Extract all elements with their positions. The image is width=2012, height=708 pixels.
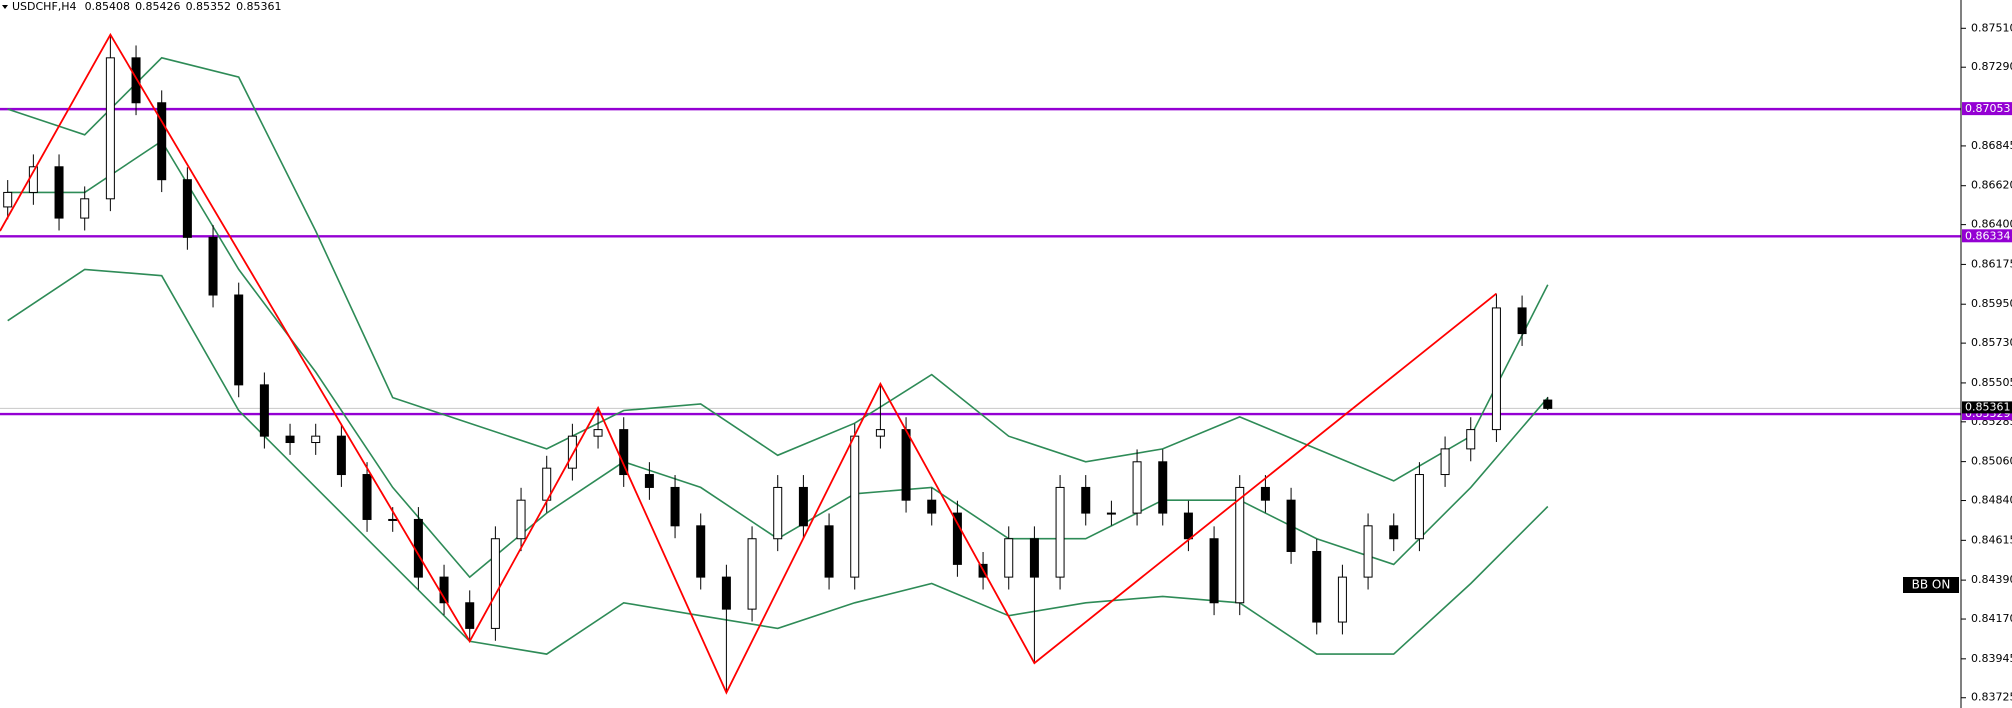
- y-tick-label: 0.87290: [1971, 60, 2012, 73]
- candle-body: [234, 294, 244, 386]
- candle-body: [80, 198, 90, 219]
- candle-body: [1132, 461, 1142, 514]
- y-tick-label: 0.85505: [1971, 376, 2012, 389]
- level-label: 0.86334: [1965, 229, 2011, 242]
- level-label: 0.87053: [1965, 102, 2011, 115]
- candle-body: [131, 57, 141, 104]
- y-tick-label: 0.86620: [1971, 179, 2012, 192]
- candle-body: [1055, 486, 1065, 578]
- header-low: 0.85352: [186, 0, 232, 13]
- level-label-bg: [1962, 229, 2012, 243]
- y-tick-label: 0.85060: [1971, 455, 2012, 468]
- candle-body: [1209, 538, 1219, 604]
- price-label-bg: [1962, 401, 2012, 414]
- y-tick-label: 0.85950: [1971, 297, 2012, 310]
- candle-body: [1158, 461, 1168, 514]
- y-tick-label: 0.83945: [1971, 652, 2012, 665]
- header-open: 0.85408: [85, 0, 131, 13]
- y-tick-label: 0.87510: [1971, 21, 2012, 34]
- candle-body: [1440, 448, 1450, 476]
- candle-body: [1337, 576, 1347, 623]
- y-tick-label: 0.86400: [1971, 218, 2012, 231]
- candle-body: [259, 384, 269, 437]
- candle-body: [182, 179, 192, 238]
- candle-body: [1312, 550, 1322, 623]
- y-tick-label: 0.84840: [1971, 494, 2012, 507]
- candle-body: [593, 429, 603, 437]
- candle-body: [644, 474, 654, 488]
- candle-body: [105, 57, 115, 200]
- candle-body: [798, 486, 808, 527]
- candle-body: [1491, 307, 1501, 431]
- y-tick-label: 0.83725: [1971, 691, 2012, 704]
- candle-body: [388, 518, 398, 521]
- candle-body: [927, 499, 937, 514]
- candle-body: [1517, 307, 1527, 335]
- candle-body: [824, 525, 834, 578]
- y-tick-label: 0.84170: [1971, 612, 2012, 625]
- candle-body: [696, 525, 706, 578]
- candle-body: [1260, 486, 1270, 501]
- candle-body: [952, 512, 962, 565]
- candle-body: [1029, 538, 1039, 578]
- candle-body: [208, 236, 218, 296]
- candle-body: [619, 429, 629, 476]
- candle-body: [516, 499, 526, 540]
- candle-body: [875, 429, 885, 437]
- level-label-bg: [1962, 102, 2012, 116]
- y-tick-label: 0.86845: [1971, 139, 2012, 152]
- candle-body: [850, 435, 860, 578]
- candle-body: [773, 486, 783, 540]
- candle-body: [311, 435, 321, 444]
- header-high: 0.85426: [135, 0, 181, 13]
- annotation: BB ON: [1912, 578, 1951, 592]
- candle-body: [1286, 499, 1296, 552]
- candle-body: [1183, 512, 1193, 540]
- candle-body: [901, 429, 911, 501]
- candle-body: [721, 576, 731, 610]
- candle-body: [1543, 399, 1553, 409]
- candle-body: [1081, 486, 1091, 514]
- price-label: 0.85361: [1965, 400, 2011, 413]
- candle-body: [1466, 429, 1476, 450]
- annotation-bg: [1903, 577, 1959, 593]
- candle-body: [490, 538, 500, 629]
- candle-body: [1235, 486, 1245, 604]
- candle-body: [1389, 525, 1399, 540]
- candle-body: [670, 486, 680, 527]
- candle-body: [1106, 512, 1116, 515]
- candle-body: [465, 602, 475, 629]
- header-close: 0.85361: [236, 0, 282, 13]
- candle-body: [362, 474, 372, 520]
- candle-body: [3, 191, 13, 208]
- symbol: USDCHF,H4: [12, 0, 77, 13]
- y-tick-label: 0.85730: [1971, 336, 2012, 349]
- candle-body: [285, 435, 295, 444]
- candle-body: [54, 166, 64, 219]
- candle-body: [157, 102, 167, 181]
- candle-body: [1414, 474, 1424, 540]
- zigzag: [0, 32, 1497, 695]
- candle-body: [747, 538, 757, 610]
- menu-triangle[interactable]: [2, 5, 8, 9]
- y-tick-label: 0.86175: [1971, 257, 2012, 270]
- candle-body: [336, 435, 346, 476]
- candle-body: [1004, 538, 1014, 578]
- bollinger-band: [7, 56, 1549, 482]
- y-tick-label: 0.84390: [1971, 573, 2012, 586]
- chart-header: USDCHF,H4 0.85408 0.85426 0.85352 0.85361: [12, 0, 282, 13]
- candle-body: [567, 435, 577, 469]
- y-tick-label: 0.84615: [1971, 533, 2012, 546]
- candle-body: [1363, 525, 1373, 578]
